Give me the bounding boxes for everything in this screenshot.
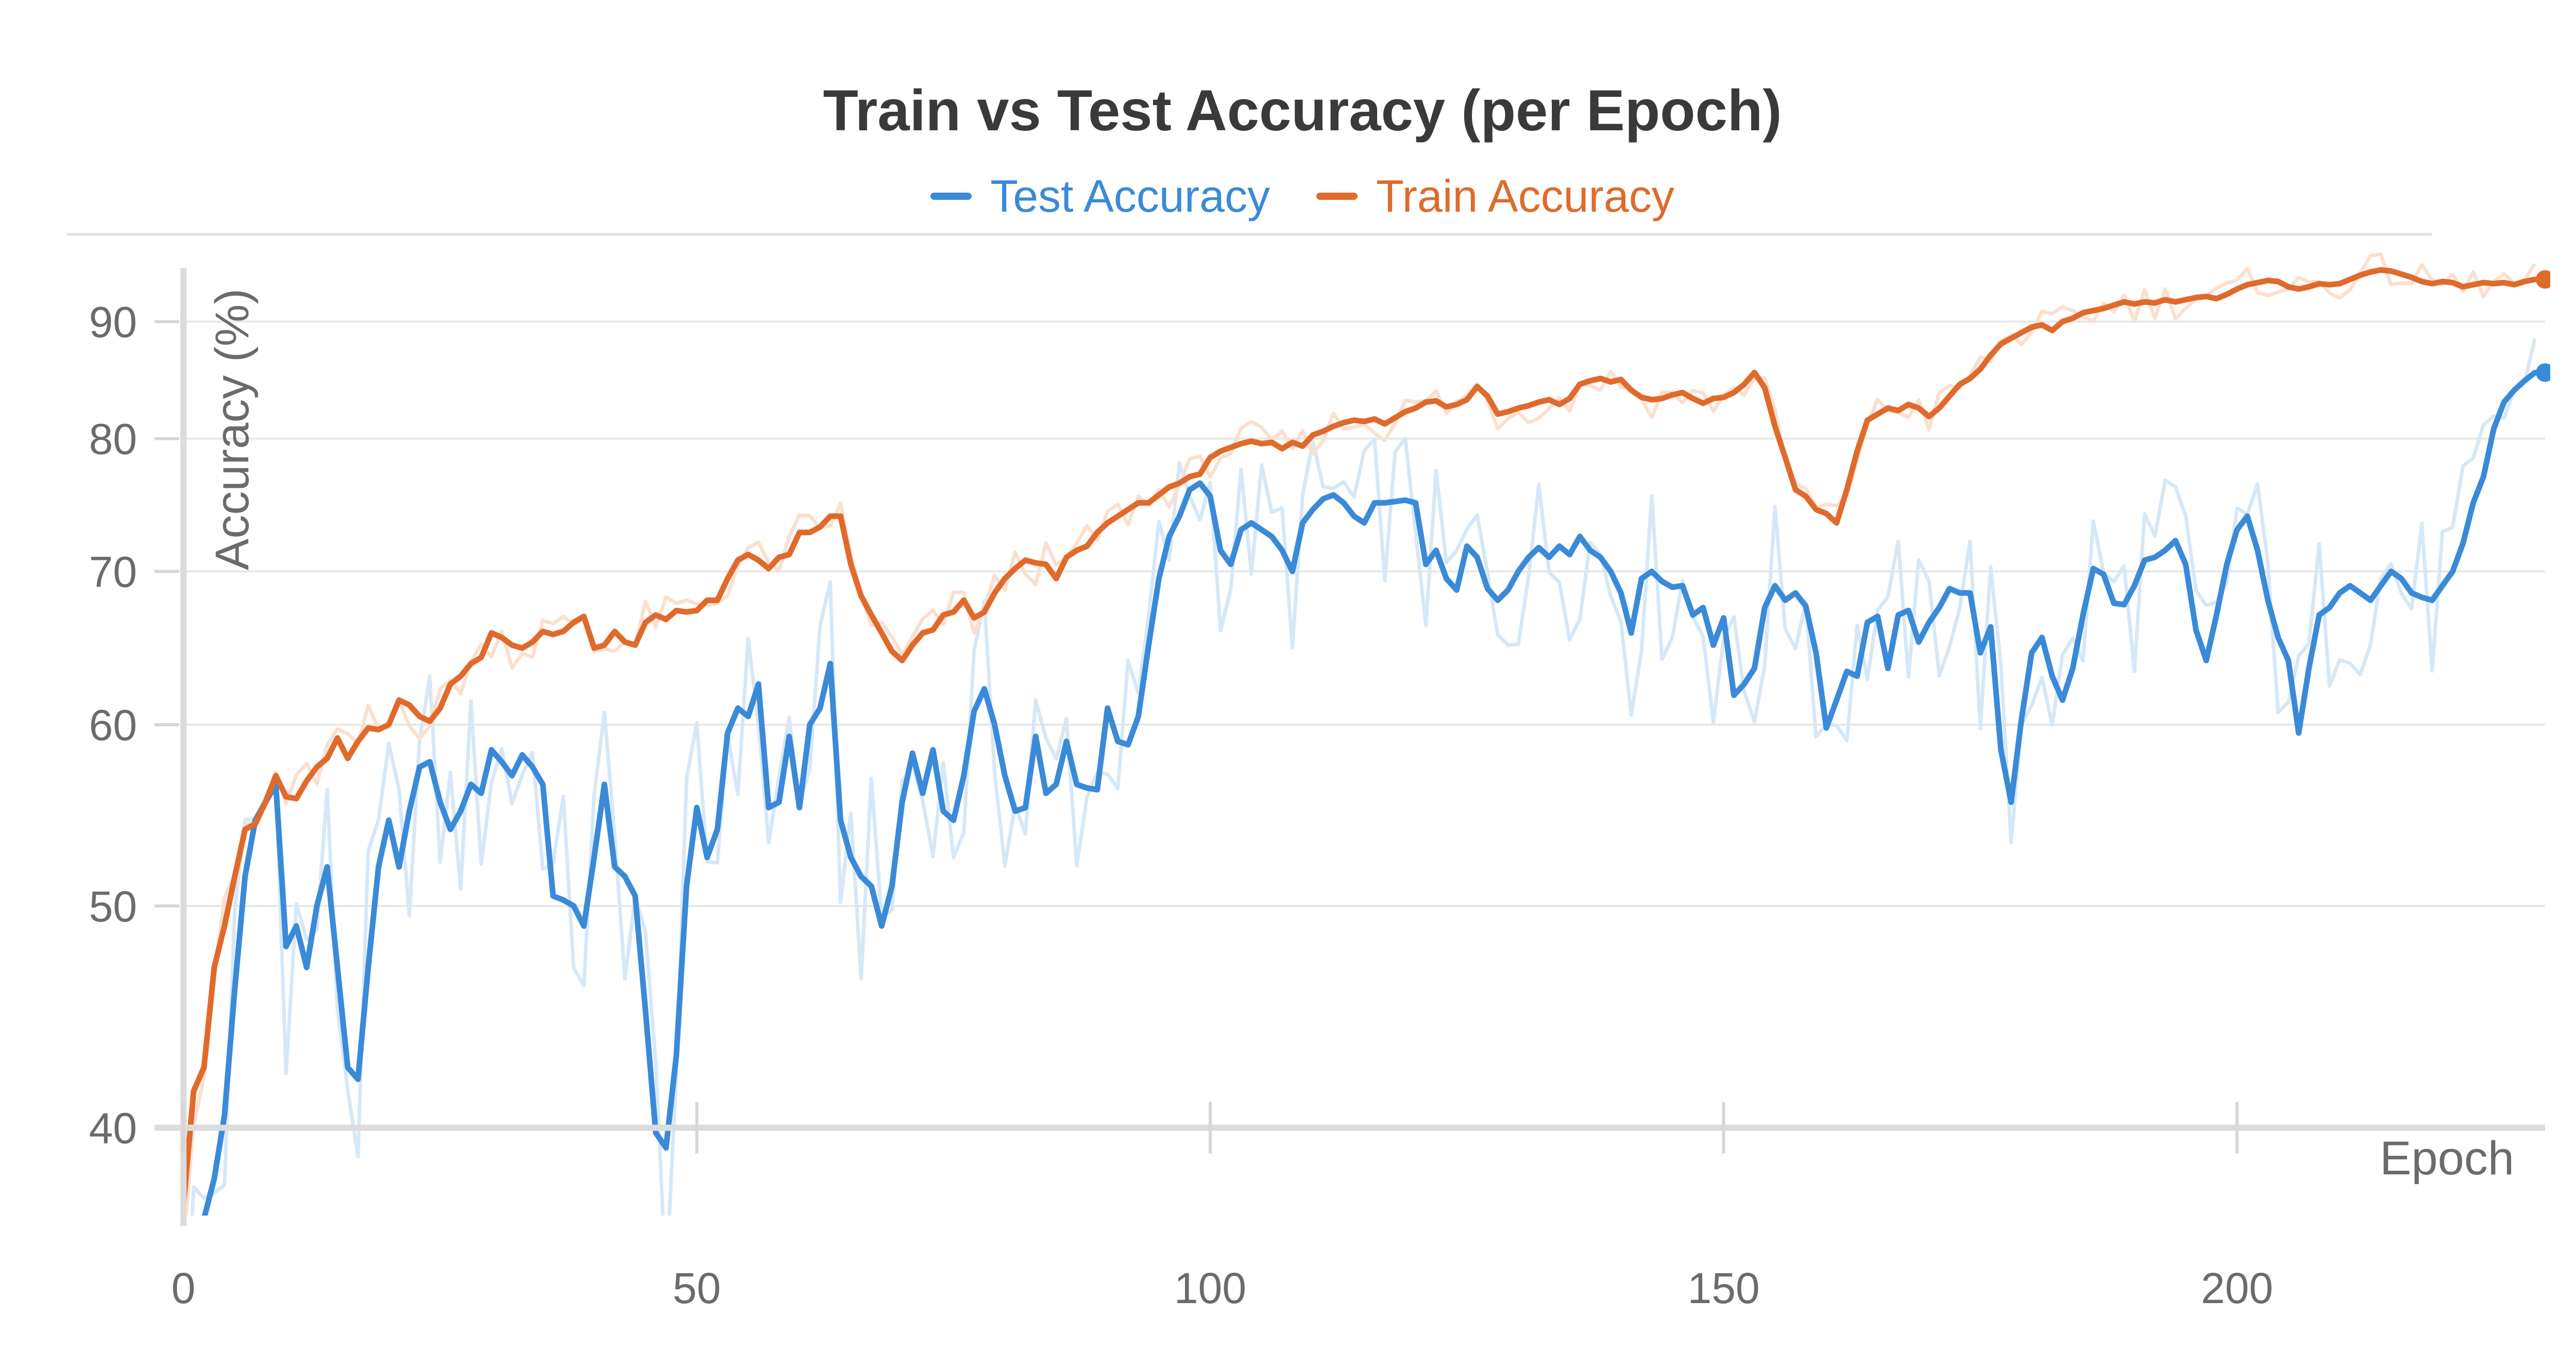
y-tick-label-60: 60 [89,701,137,749]
y-tick-label-50: 50 [89,882,137,931]
y-axis-title: Accuracy (%) [206,288,259,570]
y-tick-label-70: 70 [89,548,137,596]
legend-item-train[interactable]: Train Accuracy [1316,170,1674,223]
legend: Test Accuracy Train Accuracy [0,170,2576,223]
chart-title: Train vs Test Accuracy (per Epoch) [823,78,1782,143]
legend-swatch-train [1316,193,1358,200]
legend-item-test[interactable]: Test Accuracy [930,170,1270,223]
x-tick-label-50: 50 [673,1264,721,1312]
series-raw-train [184,252,2537,1216]
series-line-train [183,267,2538,1208]
series-end-point-train [2536,270,2550,289]
series-end-point-test [2536,363,2550,382]
x-axis-title: Epoch [2380,1132,2514,1185]
y-tick-label-40: 40 [89,1104,137,1153]
series-raw-test [190,338,2537,1216]
legend-label-train: Train Accuracy [1376,170,1674,221]
series-line-test [201,369,2538,1216]
x-tick-label-150: 150 [1687,1264,1759,1312]
y-tick-label-80: 80 [89,415,137,464]
x-tick-label-0: 0 [172,1264,196,1312]
legend-swatch-test [930,193,972,200]
x-tick-label-200: 200 [2201,1264,2273,1312]
legend-label-test: Test Accuracy [990,170,1270,221]
x-tick-label-100: 100 [1174,1264,1246,1312]
y-tick-label-90: 90 [89,298,137,346]
